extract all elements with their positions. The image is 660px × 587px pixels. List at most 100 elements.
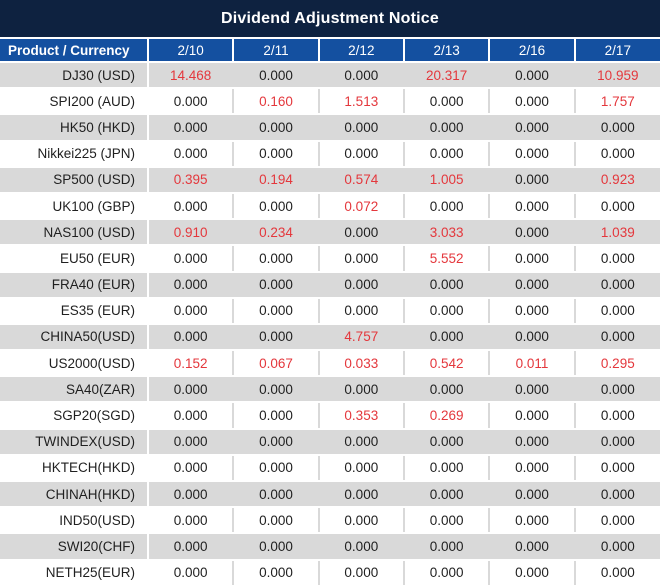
value-cell: 0.000 bbox=[148, 114, 235, 142]
column-header-date: 2/17 bbox=[573, 37, 660, 63]
value-cell: 0.295 bbox=[574, 350, 660, 378]
table-row: HKTECH(HKD) 0.000 0.000 0.000 0.000 0.000 0.00… bbox=[0, 454, 660, 483]
value-cell: 0.000 bbox=[574, 507, 660, 535]
value-cell: 0.152 bbox=[148, 350, 235, 378]
value-cell: 1.039 bbox=[574, 219, 660, 247]
value-cell: 0.000 bbox=[403, 140, 491, 168]
value-cell: 0.000 bbox=[318, 271, 405, 299]
value-cell: 0.000 bbox=[574, 114, 660, 142]
table-body: DJ30 (USD) 14.468 0.000 0.000 20.317 0.000 10.… bbox=[0, 62, 660, 587]
product-cell: UK100 (GBP) bbox=[0, 192, 149, 221]
product-cell: HKTECH(HKD) bbox=[0, 454, 149, 483]
value-cell: 0.000 bbox=[574, 533, 660, 561]
value-cell: 0.000 bbox=[318, 114, 405, 142]
value-cell: 0.000 bbox=[489, 62, 576, 90]
value-cell: 0.000 bbox=[574, 402, 660, 430]
value-cell: 0.000 bbox=[403, 88, 491, 116]
table-row: US2000(USD) 0.152 0.067 0.033 0.542 0.011 0.29… bbox=[0, 350, 660, 378]
header-row: Product / Currency 2/10 2/11 2/12 2/13 2/16 2… bbox=[0, 37, 660, 63]
value-cell: 0.000 bbox=[403, 428, 491, 456]
value-cell: 0.000 bbox=[318, 454, 405, 483]
column-header-date: 2/16 bbox=[488, 37, 576, 63]
value-cell: 0.000 bbox=[233, 245, 320, 273]
value-cell: 0.000 bbox=[233, 114, 320, 142]
value-cell: 0.000 bbox=[233, 323, 320, 352]
value-cell: 0.353 bbox=[318, 402, 405, 430]
value-cell: 0.011 bbox=[489, 350, 576, 378]
table-row: SA40(ZAR) 0.000 0.000 0.000 0.000 0.000 0.000 bbox=[0, 376, 660, 404]
product-cell: SGP20(SGD) bbox=[0, 402, 149, 430]
product-cell: CHINA50(USD) bbox=[0, 323, 149, 352]
value-cell: 0.000 bbox=[489, 454, 576, 483]
value-cell: 0.000 bbox=[318, 533, 405, 561]
value-cell: 0.000 bbox=[489, 507, 576, 535]
value-cell: 0.000 bbox=[318, 481, 405, 509]
value-cell: 0.234 bbox=[233, 219, 320, 247]
value-cell: 0.000 bbox=[403, 559, 491, 587]
value-cell: 0.000 bbox=[148, 454, 235, 483]
table-row: SP500 (USD) 0.395 0.194 0.574 1.005 0.000 0.92… bbox=[0, 166, 660, 194]
value-cell: 3.033 bbox=[403, 219, 491, 247]
value-cell: 0.000 bbox=[318, 376, 405, 404]
value-cell: 0.000 bbox=[233, 533, 320, 561]
value-cell: 0.000 bbox=[574, 271, 660, 299]
product-cell: US2000(USD) bbox=[0, 350, 149, 378]
value-cell: 0.000 bbox=[489, 481, 576, 509]
table-row: ES35 (EUR) 0.000 0.000 0.000 0.000 0.000 0.000 bbox=[0, 297, 660, 325]
product-cell: SPI200 (AUD) bbox=[0, 88, 149, 116]
value-cell: 0.000 bbox=[148, 271, 235, 299]
value-cell: 0.000 bbox=[318, 507, 405, 535]
column-header-date: 2/13 bbox=[402, 37, 491, 63]
column-header-date: 2/10 bbox=[146, 37, 235, 63]
value-cell: 0.067 bbox=[233, 350, 320, 378]
product-cell: TWINDEX(USD) bbox=[0, 428, 149, 456]
table-row: SGP20(SGD) 0.000 0.000 0.353 0.269 0.000 0.000 bbox=[0, 402, 660, 430]
value-cell: 0.923 bbox=[574, 166, 660, 194]
value-cell: 0.000 bbox=[233, 376, 320, 404]
table-row: CHINA50(USD) 0.000 0.000 4.757 0.000 0.000 0.0… bbox=[0, 323, 660, 352]
value-cell: 0.000 bbox=[148, 533, 235, 561]
value-cell: 0.000 bbox=[489, 402, 576, 430]
table-row: CHINAH(HKD) 0.000 0.000 0.000 0.000 0.000 0.00… bbox=[0, 481, 660, 509]
value-cell: 0.000 bbox=[403, 376, 491, 404]
value-cell: 0.000 bbox=[574, 192, 660, 221]
value-cell: 0.000 bbox=[318, 219, 405, 247]
value-cell: 0.000 bbox=[489, 114, 576, 142]
value-cell: 0.000 bbox=[318, 140, 405, 168]
product-cell: Nikkei225 (JPN) bbox=[0, 140, 149, 168]
value-cell: 0.000 bbox=[233, 140, 320, 168]
table-row: NETH25(EUR) 0.000 0.000 0.000 0.000 0.000 0.00… bbox=[0, 559, 660, 587]
value-cell: 0.000 bbox=[148, 297, 235, 325]
value-cell: 0.000 bbox=[574, 323, 660, 352]
value-cell: 0.000 bbox=[574, 376, 660, 404]
value-cell: 0.000 bbox=[148, 428, 235, 456]
value-cell: 0.000 bbox=[574, 428, 660, 456]
value-cell: 0.574 bbox=[318, 166, 405, 194]
value-cell: 0.000 bbox=[233, 192, 320, 221]
product-cell: EU50 (EUR) bbox=[0, 245, 149, 273]
value-cell: 0.000 bbox=[489, 297, 576, 325]
column-header-date: 2/11 bbox=[232, 37, 320, 63]
table-row: TWINDEX(USD) 0.000 0.000 0.000 0.000 0.000 0.0… bbox=[0, 428, 660, 456]
table-row: EU50 (EUR) 0.000 0.000 0.000 5.552 0.000 0.000 bbox=[0, 245, 660, 273]
table-row: FRA40 (EUR) 0.000 0.000 0.000 0.000 0.000 0.00… bbox=[0, 271, 660, 299]
value-cell: 0.000 bbox=[318, 245, 405, 273]
value-cell: 0.000 bbox=[403, 507, 491, 535]
table-row: SPI200 (AUD) 0.000 0.160 1.513 0.000 0.000 1.7… bbox=[0, 88, 660, 116]
value-cell: 0.000 bbox=[318, 297, 405, 325]
value-cell: 0.000 bbox=[403, 271, 491, 299]
product-cell: HK50 (HKD) bbox=[0, 114, 149, 142]
value-cell: 0.000 bbox=[489, 245, 576, 273]
value-cell: 0.000 bbox=[148, 507, 235, 535]
value-cell: 0.000 bbox=[148, 88, 235, 116]
value-cell: 0.072 bbox=[318, 192, 405, 221]
value-cell: 0.000 bbox=[489, 559, 576, 587]
product-cell: IND50(USD) bbox=[0, 507, 149, 535]
table-row: Nikkei225 (JPN) 0.000 0.000 0.000 0.000 0.000… bbox=[0, 140, 660, 168]
value-cell: 0.000 bbox=[489, 428, 576, 456]
value-cell: 0.542 bbox=[403, 350, 491, 378]
value-cell: 0.000 bbox=[148, 140, 235, 168]
product-cell: NETH25(EUR) bbox=[0, 559, 149, 587]
value-cell: 0.194 bbox=[233, 166, 320, 194]
table-row: HK50 (HKD) 0.000 0.000 0.000 0.000 0.000 0.000 bbox=[0, 114, 660, 142]
